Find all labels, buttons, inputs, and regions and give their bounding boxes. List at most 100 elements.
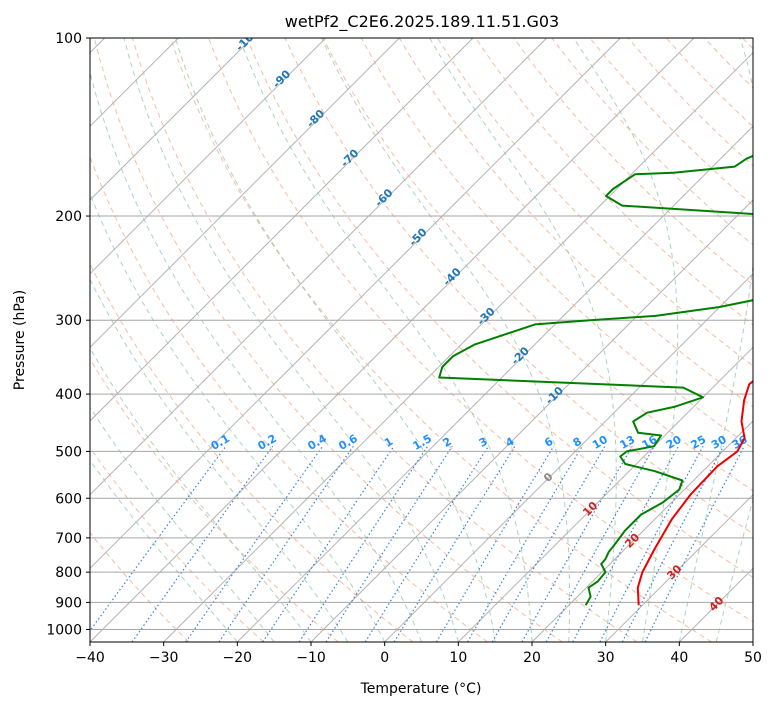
moist-adiabat-line [90, 192, 386, 642]
isotherm-line [163, 51, 753, 642]
mixing-ratio-label: 8 [571, 435, 584, 450]
mixing-ratio-label: 0.1 [209, 432, 232, 453]
y-tick-label: 400 [55, 387, 82, 403]
moist-adiabat-line [90, 347, 312, 642]
dry-adiabat-label: -50 [406, 225, 429, 248]
mixing-ratio-line [298, 445, 429, 642]
plot-frame [89, 37, 754, 643]
y-tick-label: 900 [55, 595, 82, 611]
x-tick-label: 0 [380, 650, 389, 666]
y-tick-label: 300 [55, 313, 82, 329]
dry-adiabat-label: -40 [441, 265, 464, 288]
moist-adiabat-line [238, 38, 533, 642]
mixing-ratio-line [262, 445, 395, 642]
dry-adiabat-label: -80 [304, 107, 327, 130]
dry-adiabat-label: -30 [475, 305, 498, 328]
dry-adiabat-label: -90 [270, 67, 293, 90]
dry-adiabat-line [90, 155, 488, 642]
dry-adiabat-line [589, 38, 753, 206]
dry-adiabat-line [90, 262, 414, 642]
dry-adiabat-line [90, 531, 190, 642]
x-tick-label: 20 [523, 650, 541, 666]
dry-adiabat-line [170, 38, 712, 642]
dry-adiabat-line [208, 38, 753, 623]
isotherm-line [90, 38, 253, 201]
mixing-ratio-label: 0.4 [306, 432, 330, 453]
y-tick-label: 1000 [46, 622, 82, 638]
mixing-ratio-label: 1 [382, 435, 395, 450]
isotherm-line [236, 125, 753, 642]
x-axis: −40 −30 −20 −10 0 10 20 30 40 50 [75, 642, 762, 666]
y-tick-label: 800 [55, 565, 82, 581]
isoline-labels: 0.1 0.2 0.4 0.6 1 1.5 2 3 4 6 8 10 13 16 20 25 30 36-100-… [209, 25, 750, 614]
y-tick-label: 600 [55, 491, 82, 507]
isotherm-line [90, 38, 548, 496]
moist-adiabat-line [90, 406, 275, 642]
pressure-grid [90, 38, 753, 630]
moist-adiabat-line [90, 70, 422, 642]
x-tick-label: −20 [223, 650, 253, 666]
y-axis-label: Pressure (hPa) [12, 290, 28, 390]
x-tick-label: −40 [75, 650, 105, 666]
mixing-ratio-label: 2 [441, 435, 454, 450]
mixing-ratio-line [545, 445, 655, 642]
dry-adiabat-line [246, 38, 753, 578]
y-axis: 1000 900 800 700 600 500 400 300 200 100 [46, 31, 90, 638]
moist-adiabat-line [174, 38, 496, 642]
dry-adiabat-line [398, 38, 753, 408]
y-tick-label: 100 [55, 31, 82, 47]
x-tick-label: 50 [744, 650, 762, 666]
moist-adiabat-line [321, 38, 571, 642]
mixing-ratio-line [131, 445, 274, 642]
isotherm-line [90, 38, 474, 422]
dry-adiabat-label: -100 [233, 25, 262, 54]
dewpoint-profile [438, 154, 753, 606]
background-lines [90, 38, 753, 642]
mixing-ratio-label: 3 [477, 435, 490, 450]
isotherm-line [90, 38, 695, 642]
mixing-ratio-label: 10 [590, 433, 610, 452]
mixing-ratio-label: 25 [689, 433, 709, 452]
mixing-ratio-label: 30 [709, 433, 729, 452]
y-tick-label: 200 [55, 209, 82, 225]
mixing-ratio-label: 20 [664, 433, 684, 452]
isotherm-label: 30 [664, 562, 684, 582]
isotherm-line [384, 272, 753, 642]
moist-adiabat-line [123, 38, 459, 642]
moist-adiabat-line [90, 278, 349, 642]
dry-adiabat-line [90, 358, 339, 642]
profile-series [438, 154, 753, 606]
chart-title: wetPf2_C2E6.2025.189.11.51.G03 [285, 12, 559, 32]
x-tick-label: −30 [149, 650, 179, 666]
x-axis-label: Temperature (°C) [360, 681, 482, 697]
dry-adiabat-line [475, 38, 753, 326]
x-tick-label: −10 [296, 650, 326, 666]
moist-adiabat-line [429, 38, 617, 642]
dry-adiabat-label: -60 [372, 186, 395, 209]
y-tick-label: 700 [55, 531, 82, 547]
mixing-ratio-line [325, 445, 453, 642]
x-tick-label: 40 [670, 650, 688, 666]
isotherm-line [678, 567, 753, 642]
isotherm-line [457, 346, 753, 642]
dry-adiabat-line [90, 446, 264, 642]
isotherm-line [90, 38, 400, 349]
y-tick-label: 500 [55, 444, 82, 460]
mixing-ratio-line [644, 445, 745, 642]
x-tick-label: 30 [597, 650, 615, 666]
dry-adiabat-line [513, 38, 753, 286]
mixing-ratio-line [621, 445, 725, 642]
mixing-ratio-line [466, 445, 583, 642]
isotherm-line [310, 199, 753, 642]
dry-adiabat-line [131, 38, 638, 642]
isotherm-label: 40 [706, 594, 726, 614]
dry-adiabat-label: -10 [543, 384, 566, 407]
dry-adiabat-label: -70 [338, 146, 361, 169]
isotherm-line [605, 493, 753, 642]
isotherm-line [531, 420, 753, 642]
isotherm-line [90, 38, 327, 275]
dry-adiabat-line [742, 38, 753, 50]
isotherm-label: 10 [580, 499, 600, 519]
mixing-ratio-line [364, 445, 490, 642]
